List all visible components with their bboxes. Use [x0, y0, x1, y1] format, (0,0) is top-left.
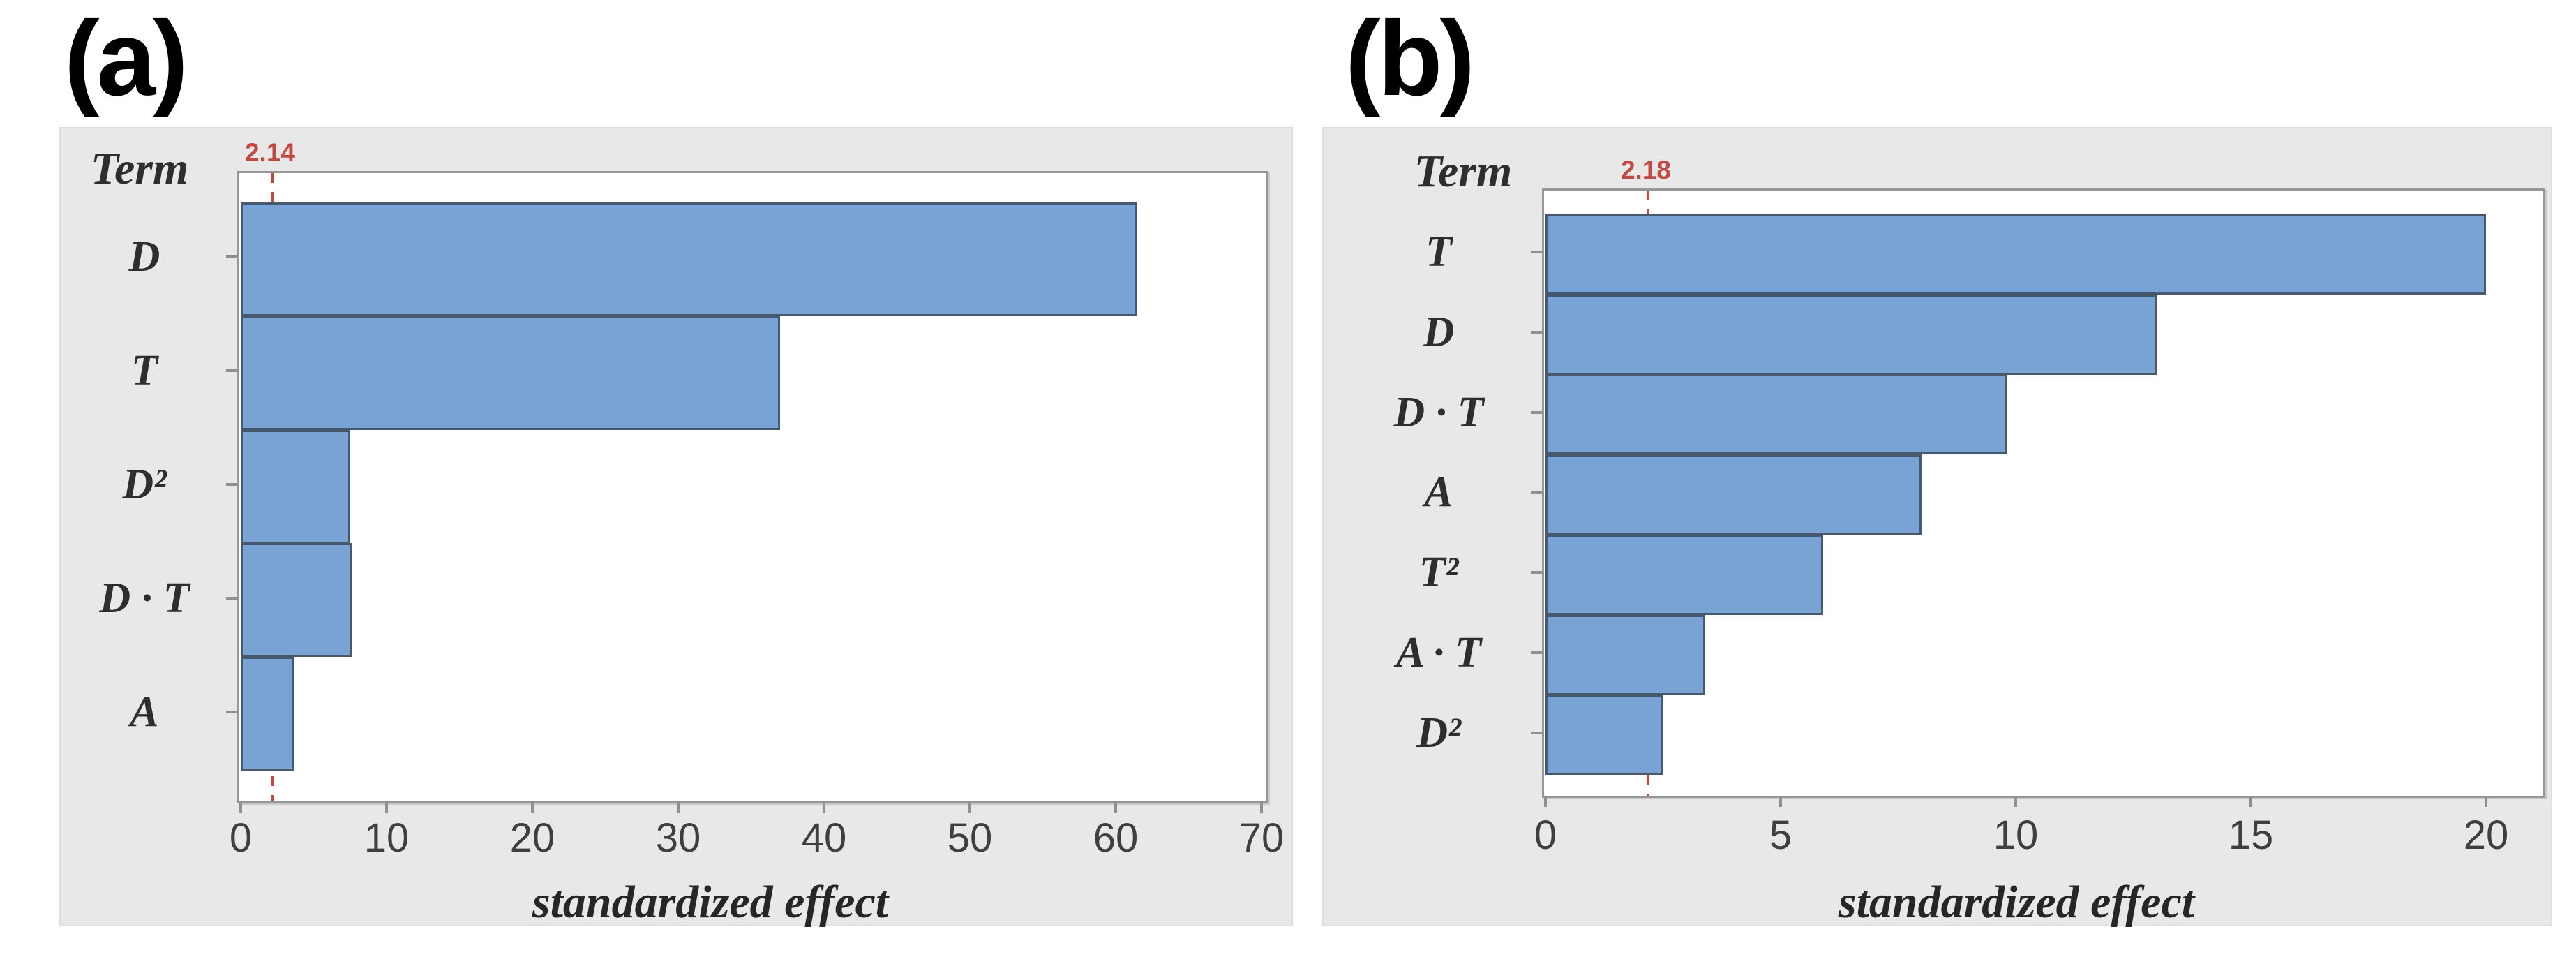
category-label: T — [1425, 228, 1452, 276]
bar-dt — [1545, 374, 2007, 454]
category-label: D — [128, 233, 160, 281]
x-axis-tick — [1544, 796, 1547, 807]
x-axis-tick — [239, 801, 242, 813]
x-tick-label: 10 — [364, 815, 410, 861]
y-axis-tick — [1531, 491, 1542, 494]
x-axis-tick — [2485, 796, 2487, 807]
bar-d — [1545, 695, 1663, 775]
y-axis-tick — [1531, 411, 1542, 414]
category-label: D² — [1416, 709, 1461, 757]
x-tick-label: 15 — [2228, 813, 2274, 858]
category-label: T² — [1418, 549, 1459, 596]
reference-line-value: 2.18 — [1620, 156, 1671, 184]
x-axis-tick — [1260, 801, 1263, 813]
x-tick-label: 60 — [1093, 815, 1139, 861]
category-label: D · T — [99, 574, 190, 622]
x-axis-title: standardized effect — [532, 877, 889, 928]
x-tick-label: 10 — [1993, 813, 2039, 858]
y-axis-tick — [226, 369, 237, 372]
x-axis-tick — [1779, 796, 1782, 807]
bar-d — [241, 202, 1137, 316]
x-axis-tick — [968, 801, 971, 813]
category-label: A — [1424, 468, 1453, 516]
bar-d — [1545, 295, 2157, 375]
category-label: D² — [122, 461, 167, 508]
y-axis-tick — [1531, 651, 1542, 654]
x-tick-label: 50 — [947, 815, 993, 861]
x-tick-label: 5 — [1769, 813, 1792, 858]
x-axis-tick — [2014, 796, 2017, 807]
x-axis-tick — [677, 801, 680, 813]
plot-area — [237, 171, 1268, 803]
plot-area — [1542, 188, 2545, 798]
x-tick-label: 30 — [655, 815, 701, 861]
panel-b-letter: (b) — [1345, 0, 1475, 118]
y-axis-tick — [1531, 331, 1542, 334]
reference-line-value: 2.14 — [244, 138, 295, 167]
x-tick-label: 0 — [229, 815, 253, 861]
category-label: D · T — [1393, 389, 1484, 436]
term-header: Term — [1414, 146, 1513, 197]
pareto-chart-a-panel: Term 2.14 standardized effect D T D² D · T A… — [59, 127, 1293, 928]
x-tick-label: 70 — [1238, 815, 1285, 861]
x-axis-tick — [2249, 796, 2252, 807]
x-axis-tick — [1114, 801, 1117, 813]
x-tick-label: 0 — [1534, 813, 1557, 858]
bar-t — [1545, 535, 1823, 615]
y-axis-tick — [1531, 571, 1542, 574]
x-axis-title: standardized effect — [1838, 877, 2195, 928]
bar-a — [1545, 454, 1922, 535]
category-label: A — [130, 688, 159, 736]
bar-t — [1545, 214, 2486, 295]
x-tick-label: 20 — [509, 815, 555, 861]
category-label: D — [1423, 309, 1455, 356]
category-label: T — [131, 347, 158, 394]
x-tick-label: 20 — [2463, 813, 2509, 858]
y-axis-tick — [226, 711, 237, 713]
y-axis-tick — [226, 483, 237, 486]
x-tick-label: 40 — [801, 815, 847, 861]
y-axis-tick — [226, 597, 237, 600]
y-axis-tick — [1531, 251, 1542, 253]
bar-at — [1545, 615, 1705, 695]
panel-a-letter: (a) — [64, 0, 188, 118]
y-axis-tick — [226, 255, 237, 258]
bar-t — [241, 316, 780, 430]
x-axis-tick — [385, 801, 388, 813]
x-axis-tick — [823, 801, 825, 813]
bar-d — [241, 430, 350, 544]
bar-a — [241, 657, 294, 771]
category-label: A · T — [1395, 629, 1482, 676]
y-axis-tick — [1531, 732, 1542, 734]
bar-dt — [241, 543, 352, 657]
term-header: Term — [90, 143, 189, 194]
x-axis-tick — [531, 801, 534, 813]
